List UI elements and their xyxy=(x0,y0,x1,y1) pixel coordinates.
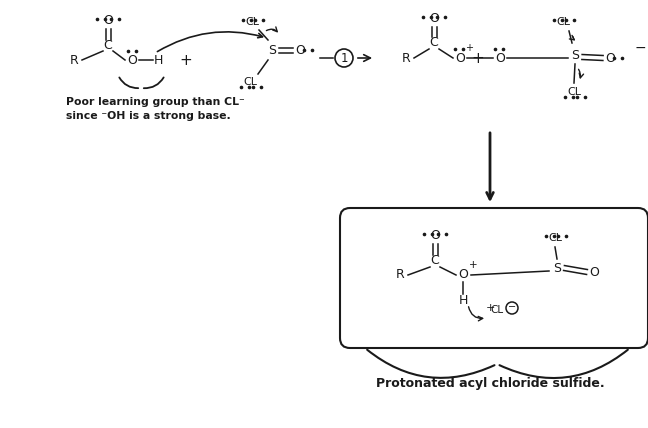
Text: CL: CL xyxy=(556,17,570,27)
Text: CL: CL xyxy=(567,87,581,97)
Text: O: O xyxy=(103,14,113,27)
Text: +: + xyxy=(485,303,494,313)
Text: +: + xyxy=(465,43,473,53)
Text: CL: CL xyxy=(548,233,562,243)
Text: Protonated acyl chloride sulfide.: Protonated acyl chloride sulfide. xyxy=(376,377,605,390)
Text: O: O xyxy=(458,268,468,282)
Text: S: S xyxy=(268,44,276,56)
Text: 1: 1 xyxy=(340,51,348,65)
Text: S: S xyxy=(553,262,561,274)
FancyArrowPatch shape xyxy=(119,77,138,88)
Text: O: O xyxy=(430,229,440,241)
Text: H: H xyxy=(154,54,163,66)
Text: −: − xyxy=(634,41,646,55)
Text: R: R xyxy=(396,268,404,282)
Text: O: O xyxy=(605,51,615,65)
FancyArrowPatch shape xyxy=(579,69,584,78)
Text: since ⁻OH is a strong base.: since ⁻OH is a strong base. xyxy=(66,111,231,121)
FancyArrowPatch shape xyxy=(157,32,262,52)
Text: +: + xyxy=(472,51,484,65)
Text: −: − xyxy=(508,302,516,312)
Text: R: R xyxy=(69,54,78,66)
FancyArrowPatch shape xyxy=(367,350,494,378)
Text: S: S xyxy=(571,48,579,62)
Text: +: + xyxy=(469,260,478,270)
Text: O: O xyxy=(589,265,599,279)
Text: CL: CL xyxy=(491,305,503,315)
Text: Poor learning group than CL⁻: Poor learning group than CL⁻ xyxy=(66,97,245,107)
Text: O: O xyxy=(495,51,505,65)
Text: CL: CL xyxy=(243,77,257,87)
Text: O: O xyxy=(429,12,439,24)
Text: O: O xyxy=(455,51,465,65)
Text: C: C xyxy=(104,39,112,51)
Text: C: C xyxy=(431,253,439,267)
FancyArrowPatch shape xyxy=(266,27,277,32)
Text: CL: CL xyxy=(245,17,259,27)
Text: O: O xyxy=(295,44,305,56)
FancyArrowPatch shape xyxy=(144,77,164,88)
Text: +: + xyxy=(179,53,192,68)
FancyArrowPatch shape xyxy=(469,307,483,321)
Text: H: H xyxy=(458,294,468,306)
Text: C: C xyxy=(430,36,439,48)
Text: R: R xyxy=(402,51,410,65)
Text: O: O xyxy=(127,54,137,66)
FancyArrowPatch shape xyxy=(500,350,628,378)
FancyArrowPatch shape xyxy=(570,36,574,40)
